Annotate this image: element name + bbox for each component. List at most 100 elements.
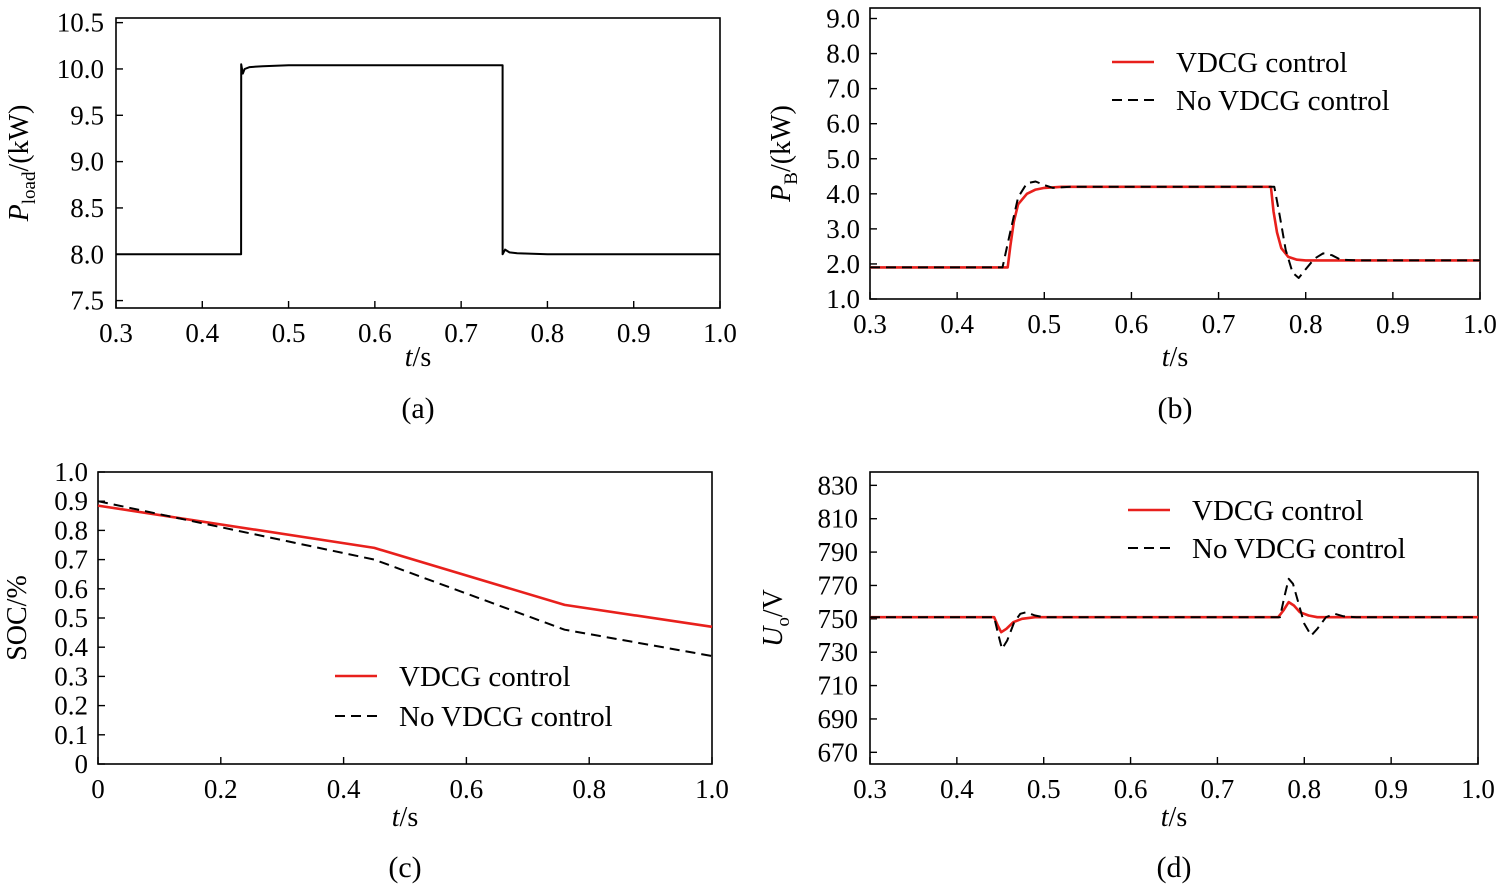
y-tick-label: 6.0 xyxy=(826,109,860,139)
y-tick-label: 9.0 xyxy=(826,4,860,34)
series-line-vdcg xyxy=(97,504,713,629)
y-tick-label: 3.0 xyxy=(826,214,860,244)
plot-frame xyxy=(869,7,1481,300)
y-tick-label: 710 xyxy=(818,671,859,701)
x-tick-label: 0.9 xyxy=(1374,774,1408,804)
legend-label-no-vdcg: No VDCG control xyxy=(1192,533,1406,565)
legend-label-no-vdcg: No VDCG control xyxy=(399,701,613,733)
y-axis-label-subscript: o xyxy=(773,617,794,627)
y-axis-label-symbol: P xyxy=(766,185,797,203)
y-axis-label: SOC/% xyxy=(2,575,33,661)
y-tick-label: 9.0 xyxy=(70,147,104,177)
y-tick-label: 10.5 xyxy=(57,8,104,38)
y-tick-label: 8.0 xyxy=(826,39,860,69)
x-tick-label: 0.5 xyxy=(1027,309,1061,339)
x-tick-label: 0.3 xyxy=(853,309,887,339)
panel-caption: (d) xyxy=(1157,851,1192,884)
x-tick-label: 0.6 xyxy=(358,318,392,348)
x-tick-label: 0.5 xyxy=(1027,774,1061,804)
x-tick-label: 0.4 xyxy=(185,318,219,348)
y-tick-label: 0 xyxy=(75,749,89,779)
y-axis-label-subscript: load xyxy=(19,171,40,204)
legend-label-vdcg: VDCG control xyxy=(1176,47,1348,79)
x-axis-label-unit: /s xyxy=(1169,802,1188,833)
y-axis-label: Uo/V xyxy=(758,589,794,647)
y-tick-label: 0.9 xyxy=(54,486,88,516)
x-tick-label: 0.3 xyxy=(853,774,887,804)
panel-caption: (b) xyxy=(1158,392,1193,425)
y-tick-label: 0.2 xyxy=(54,691,88,721)
x-tick-label: 0.4 xyxy=(327,774,361,804)
x-tick-label: 0.7 xyxy=(1201,774,1235,804)
x-tick-label: 0.4 xyxy=(940,774,974,804)
y-tick-label: 7.5 xyxy=(70,286,104,316)
y-tick-label: 10.0 xyxy=(57,54,104,84)
x-tick-label: 0.8 xyxy=(572,774,606,804)
x-axis-label-symbol: t xyxy=(1161,802,1170,833)
x-axis-label-unit: /s xyxy=(413,342,432,373)
y-axis-label-unit: /V xyxy=(758,589,789,617)
y-tick-label: 2.0 xyxy=(826,249,860,279)
x-tick-label: 0.8 xyxy=(1287,774,1321,804)
x-tick-label: 0.8 xyxy=(531,318,565,348)
x-axis-label: t/s xyxy=(392,802,418,833)
y-axis-label-subscript: B xyxy=(781,172,802,185)
y-tick-label: 0.4 xyxy=(54,632,88,662)
y-tick-label: 1.0 xyxy=(54,457,88,487)
legend-label-vdcg: VDCG control xyxy=(399,661,571,693)
x-axis-label-unit: /s xyxy=(400,802,419,833)
x-tick-label: 0.6 xyxy=(450,774,484,804)
x-axis-label-symbol: t xyxy=(405,342,414,373)
x-tick-label: 0.9 xyxy=(1376,309,1410,339)
y-tick-label: 770 xyxy=(818,570,859,600)
x-tick-label: 0.5 xyxy=(272,318,306,348)
x-tick-label: 1.0 xyxy=(1463,309,1497,339)
chart-a: 0.3 0.4 0.5 0.6 0.7 0.8 0.9 1.0 7.5 8.0 8.5 9.0 9.5 1… xyxy=(4,8,737,425)
plot-frame xyxy=(115,17,721,309)
legend-label-vdcg: VDCG control xyxy=(1192,495,1364,527)
y-tick-label: 9.5 xyxy=(70,100,104,130)
x-axis-label: t/s xyxy=(1162,342,1188,373)
panel-caption: (a) xyxy=(401,392,434,425)
y-axis-label: PB/(kW) xyxy=(766,105,802,203)
y-tick-label: 790 xyxy=(818,537,859,567)
x-tick-label: 1.0 xyxy=(703,318,737,348)
x-tick-label: 1.0 xyxy=(1461,774,1495,804)
y-tick-label: 670 xyxy=(818,737,859,767)
y-tick-label: 8.0 xyxy=(70,239,104,269)
x-axis-label: t/s xyxy=(1161,802,1187,833)
x-tick-label: 0 xyxy=(91,774,105,804)
y-axis-label: Pload/(kW) xyxy=(4,105,40,223)
x-axis-label: t/s xyxy=(405,342,431,373)
series-line-no-vdcg xyxy=(97,500,713,657)
y-tick-label: 810 xyxy=(818,504,859,534)
y-tick-label: 690 xyxy=(818,704,859,734)
panel-caption: (c) xyxy=(388,851,421,884)
y-tick-label: 0.1 xyxy=(54,720,88,750)
chart-b: 0.3 0.4 0.5 0.6 0.7 0.8 0.9 1.0 1.0 2.0 3.0 4.0 5.0 6… xyxy=(766,4,1497,425)
y-tick-label: 730 xyxy=(818,637,859,667)
x-tick-label: 0.6 xyxy=(1115,309,1149,339)
x-axis-label-unit: /s xyxy=(1170,342,1189,373)
x-tick-label: 0.8 xyxy=(1289,309,1323,339)
x-axis-label-symbol: t xyxy=(1162,342,1171,373)
x-tick-label: 0.7 xyxy=(444,318,478,348)
y-tick-label: 7.0 xyxy=(826,74,860,104)
y-tick-label: 830 xyxy=(818,470,859,500)
x-tick-label: 0.3 xyxy=(99,318,133,348)
series-line-vdcg xyxy=(870,185,1480,269)
y-axis-label-unit: /(kW) xyxy=(4,105,35,172)
y-tick-label: 1.0 xyxy=(826,284,860,314)
y-axis-label-symbol: P xyxy=(4,204,35,222)
y-tick-label: 0.3 xyxy=(54,661,88,691)
y-tick-label: 0.7 xyxy=(54,545,88,575)
y-tick-label: 0.6 xyxy=(54,574,88,604)
y-tick-label: 8.5 xyxy=(70,193,104,223)
x-tick-label: 0.9 xyxy=(617,318,651,348)
y-tick-label: 0.8 xyxy=(54,515,88,545)
x-tick-label: 0.7 xyxy=(1202,309,1236,339)
x-tick-label: 0.4 xyxy=(940,309,974,339)
y-tick-label: 5.0 xyxy=(826,144,860,174)
